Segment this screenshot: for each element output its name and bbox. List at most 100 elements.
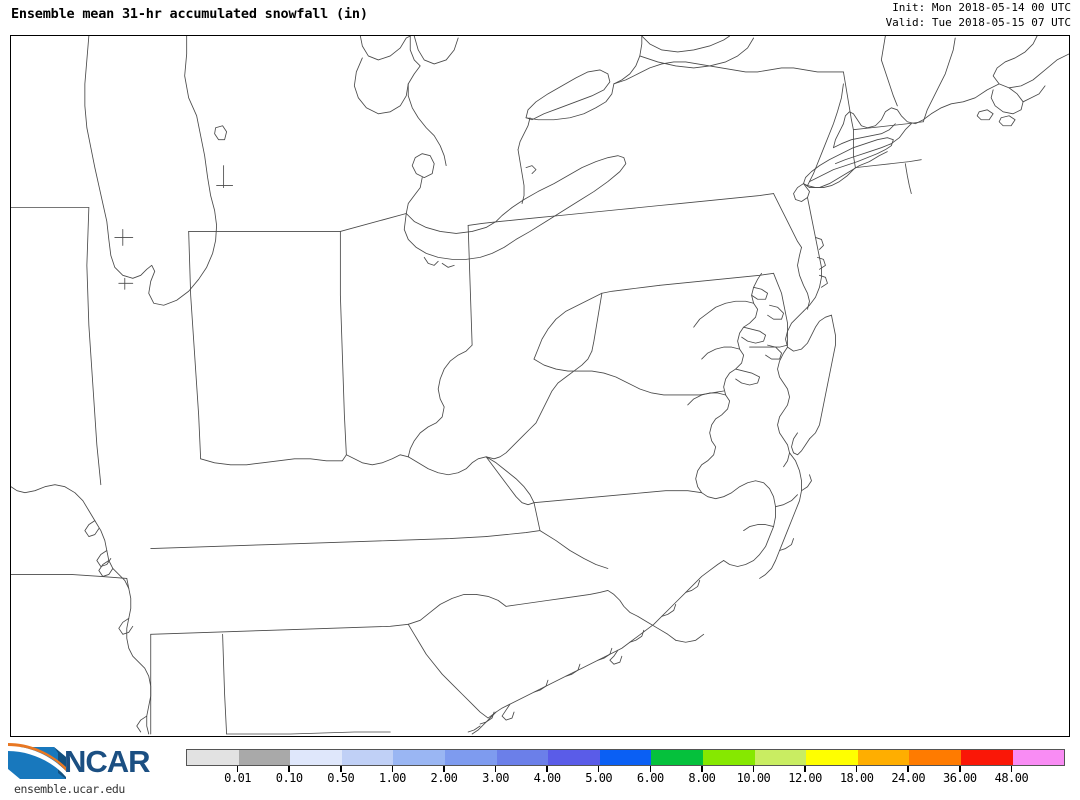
border-ga-fl (226, 731, 391, 735)
ga-coast-detail (501, 703, 515, 721)
colorbar-tick-label: 12.00 (788, 771, 822, 785)
colorbar[interactable]: 0.01 0.10 0.50 1.00 2.00 3.00 4.00 5.00 6.00 8.00… (186, 749, 1065, 794)
border-va-md-potomac (533, 358, 725, 396)
michigan-mark-5 (118, 277, 134, 290)
colorbar-segment (290, 750, 342, 765)
border-ny-west (517, 149, 525, 204)
rappahannock (701, 346, 741, 360)
chesapeake-detail-1 (751, 286, 768, 300)
colorbar-tick (546, 766, 548, 772)
colorbar-segment (754, 750, 807, 765)
colorbar-segment (909, 750, 961, 765)
colorbar-tick (649, 766, 652, 772)
border-de-md-south (749, 344, 788, 348)
border-ms-tn (126, 578, 130, 589)
outer-banks (759, 452, 802, 579)
colorbar-tick (340, 766, 342, 772)
colorbar-tick (391, 766, 394, 772)
colorbar-tick (855, 766, 858, 772)
cape-cod-hook (1022, 85, 1046, 103)
coast-detail-1 (685, 580, 701, 593)
border-ar-ms-river (96, 550, 112, 567)
delmarva-tip (791, 432, 810, 456)
border-ky-tn (150, 536, 487, 549)
border-pa-ny (467, 193, 774, 226)
chesapeake-detail-3 (735, 368, 761, 386)
colorbar-tick-label: 1.00 (378, 771, 406, 785)
colorbar-tick-label: 5.00 (585, 771, 613, 785)
border-md-de (773, 272, 788, 346)
canada-border-north (407, 36, 447, 167)
colorbar-tick (701, 766, 703, 772)
border-pa-md-west (601, 284, 661, 294)
hudson-valley (809, 83, 844, 183)
colorbar-segment (238, 750, 291, 765)
logo-orange-arc (8, 743, 66, 771)
colorbar-tick-label: 0.50 (327, 771, 355, 785)
valid-time: Valid: Tue 2018-05-15 07 UTC (885, 15, 1071, 29)
coast-detail-6 (533, 679, 549, 693)
border-sc-nc (505, 589, 677, 641)
colorbar-tick-label: 24.00 (891, 771, 926, 785)
li-sound (803, 151, 888, 188)
coast-detail-2 (661, 603, 677, 617)
delaware-bay (785, 310, 832, 352)
border-ma-north (852, 121, 924, 131)
border-tn-va-nc (485, 502, 541, 537)
border-tn-ga-al (150, 623, 409, 635)
colorbar-segment (702, 750, 755, 765)
delmarva-east (809, 314, 836, 440)
mississippi-river (11, 484, 152, 735)
border-in-il (188, 231, 202, 460)
colorbar-tick-label: 36.00 (943, 771, 977, 785)
colorbar-tick (288, 766, 290, 772)
colorbar-swatches[interactable] (186, 749, 1065, 766)
border-ky-oh-in (345, 454, 409, 466)
logo-white-arc (8, 746, 66, 777)
logo-blue-shape (8, 747, 66, 779)
coast-detail-4 (597, 647, 613, 661)
colorbar-labels: 0.01 0.10 0.50 1.00 2.00 3.00 4.00 5.00 6.00 8.00… (186, 771, 1065, 791)
pamlico-sound (743, 524, 774, 532)
huron-saginaw (353, 57, 409, 115)
border-vt-nh (880, 36, 898, 107)
ncar-logo[interactable]: NCAR ensemble.ucar.edu (6, 742, 166, 796)
border-ga-nc-sc (407, 593, 507, 625)
border-ct-ri (904, 163, 912, 194)
colorbar-tick-label: 18.00 (839, 771, 874, 785)
ms-bend-4 (136, 715, 148, 733)
nyc-harbor (793, 183, 810, 202)
charleston-harbor (609, 649, 623, 665)
colorbar-segment (444, 750, 497, 765)
chesapeake-east (777, 346, 790, 468)
ga-sea-islands (467, 711, 495, 733)
map-panel[interactable] (10, 35, 1070, 737)
potomac (693, 300, 755, 328)
colorbar-segment (806, 750, 858, 765)
border-ny-vt (843, 71, 854, 131)
colorbar-tick-label: 2.00 (430, 771, 458, 785)
border-ny-pa-east (773, 193, 802, 248)
niagara (517, 117, 531, 151)
lake-erie (403, 155, 627, 260)
colorbar-segment (548, 750, 600, 765)
header-bar: Ensemble mean 31-hr accumulated snowfall… (0, 0, 1080, 34)
border-nh-me (922, 37, 956, 123)
border-va-nc (533, 490, 703, 504)
forecast-timestamps: Init: Mon 2018-05-14 00 UTC Valid: Tue 2… (886, 1, 1071, 30)
long-island-south (835, 123, 912, 165)
cape-lookout (779, 538, 794, 551)
colorbar-tick (443, 766, 445, 772)
border-oh-wv (407, 344, 473, 458)
lake-st-clair (411, 153, 435, 179)
border-il-ky (200, 454, 347, 466)
border-nc-sc-coast (675, 633, 705, 643)
border-tn-nc (539, 530, 609, 569)
border-va-wv-south (485, 456, 535, 506)
chesapeake-west (695, 272, 763, 494)
colorbar-segment (393, 750, 445, 765)
colorbar-tick-label: 48.00 (994, 771, 1029, 785)
border-ga-al (222, 633, 228, 735)
colorbar-tick-label: 4.00 (533, 771, 561, 785)
long-island-body (803, 137, 894, 186)
